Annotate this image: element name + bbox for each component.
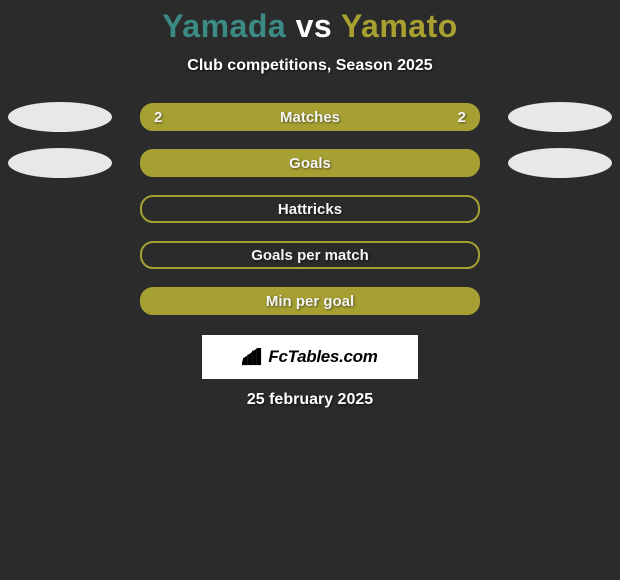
comparison-card: Yamada vs Yamato Club competitions, Seas… xyxy=(0,0,620,409)
logo-text: FcTables.com xyxy=(268,347,377,367)
date-text: 25 february 2025 xyxy=(0,391,620,409)
stat-label: Min per goal xyxy=(266,293,354,310)
right-ellipse xyxy=(508,102,612,132)
player1-name: Yamada xyxy=(162,8,286,44)
stat-label: Goals xyxy=(289,155,331,172)
stat-label: Hattricks xyxy=(278,201,342,218)
stat-bar: Min per goal xyxy=(140,287,480,315)
stat-bar: 2 Matches 2 xyxy=(140,103,480,131)
left-ellipse xyxy=(8,148,112,178)
vs-word: vs xyxy=(296,8,333,44)
stat-bar: Goals xyxy=(140,149,480,177)
attribution-logo: FcTables.com xyxy=(202,335,418,379)
stat-row: Goals xyxy=(0,149,620,177)
stat-left-value: 2 xyxy=(154,109,162,126)
right-ellipse xyxy=(508,148,612,178)
page-title: Yamada vs Yamato xyxy=(0,8,620,45)
stat-row: Goals per match xyxy=(0,241,620,269)
stat-row: 2 Matches 2 xyxy=(0,103,620,131)
stat-row: Hattricks xyxy=(0,195,620,223)
bar-chart-icon xyxy=(242,348,264,366)
stat-rows: 2 Matches 2 Goals Hattricks Goals per match Mi… xyxy=(0,103,620,315)
stat-row: Min per goal xyxy=(0,287,620,315)
subtitle: Club competitions, Season 2025 xyxy=(0,57,620,75)
stat-label: Goals per match xyxy=(251,247,369,264)
stat-label: Matches xyxy=(280,109,340,126)
stat-bar: Hattricks xyxy=(140,195,480,223)
stat-right-value: 2 xyxy=(458,109,466,126)
stat-bar: Goals per match xyxy=(140,241,480,269)
left-ellipse xyxy=(8,102,112,132)
player2-name: Yamato xyxy=(341,8,458,44)
